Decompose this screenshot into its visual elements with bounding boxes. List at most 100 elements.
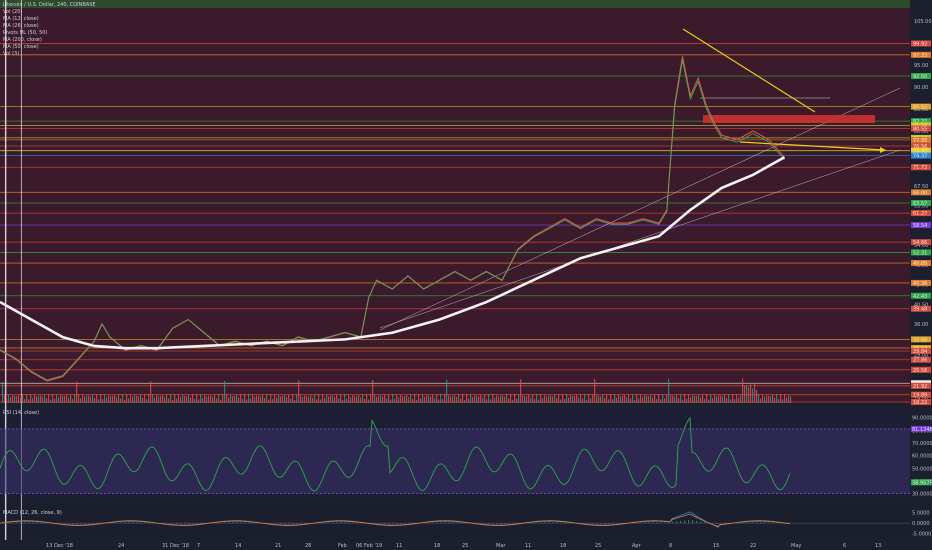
rsi-tick: 60.0000 (912, 454, 932, 460)
legend-title: Litecoin / U.S. Dollar, 240, COINBASE (3, 2, 96, 8)
volume-bar (4, 394, 6, 403)
macd-histogram-bar (548, 522, 550, 524)
legend-line-2[interactable]: MA (12, close) (3, 16, 39, 22)
legend-line-1[interactable]: Vol (20) (3, 9, 23, 15)
price-badge (911, 142, 931, 149)
macd-tick: -5.0000 (912, 532, 931, 538)
legend-line-6[interactable]: MA (50, close) (3, 44, 39, 50)
volume-bar (574, 395, 576, 403)
price-badge (911, 189, 931, 196)
rsi-badge-label: 81.1348 (912, 427, 932, 433)
legend-line-7[interactable]: Vol (3) (3, 51, 20, 57)
legend-line-3[interactable]: MA (26, close) (3, 23, 39, 29)
macd-histogram-bar (76, 523, 78, 524)
price-badge (911, 40, 931, 47)
volume-bar (462, 394, 464, 403)
price-badge (911, 249, 931, 256)
volume-bar (262, 394, 264, 403)
volume-bar (360, 397, 362, 403)
price-badge-label: 75.49 (913, 149, 927, 155)
rsi-badge-label: 38.9575 (912, 480, 932, 486)
legend-line-5[interactable]: MA (200, close) (3, 37, 42, 43)
volume-bar (560, 399, 562, 403)
volume-bar (734, 399, 736, 403)
volume-bar (136, 395, 138, 403)
volume-bar (338, 398, 340, 403)
volume-bar (402, 396, 404, 403)
volume-bar (624, 395, 626, 403)
volume-bar (442, 399, 444, 403)
macd-label[interactable]: MACD (12, 26, close, 9) (3, 510, 62, 516)
volume-bar (724, 394, 726, 403)
volume-bar (740, 394, 742, 403)
macd-histogram-bar (560, 522, 562, 524)
volume-bar (670, 395, 672, 403)
price-badge (911, 336, 931, 343)
volume-bar (570, 394, 572, 403)
volume-bar (358, 394, 360, 403)
volume-bar (150, 381, 152, 403)
volume-bar (54, 398, 56, 403)
volume-bar (722, 396, 724, 403)
volume-bar (434, 397, 436, 403)
macd-histogram-bar (80, 523, 82, 524)
price-tick: 36.00 (914, 322, 928, 328)
volume-bar (308, 396, 310, 403)
macd-histogram-bar (504, 523, 506, 524)
volume-bar (768, 395, 770, 403)
macd-histogram-bar (492, 523, 494, 524)
volume-bar (398, 397, 400, 403)
volume-bar (202, 397, 204, 403)
volume-bar (468, 398, 470, 403)
volume-bar (652, 397, 654, 403)
volume-bar (66, 394, 68, 403)
volume-bar (280, 396, 282, 403)
macd-histogram-bar (452, 522, 454, 524)
price-badge (911, 222, 931, 229)
volume-bar (692, 395, 694, 403)
volume-bar (382, 396, 384, 403)
volume-bar (494, 397, 496, 403)
macd-histogram-bar (28, 522, 30, 524)
macd-histogram-bar (352, 522, 354, 524)
volume-bar (288, 394, 290, 403)
volume-bar (276, 397, 278, 403)
volume-bar (666, 394, 668, 403)
volume-bar (678, 398, 680, 403)
volume-bar (148, 394, 150, 403)
volume-bar (174, 394, 176, 403)
rsi-label[interactable]: RSI (14, close) (3, 410, 40, 416)
price-tick: 63.00 (914, 204, 928, 210)
time-tick: 28 (305, 543, 311, 549)
volume-bar (588, 394, 590, 403)
macd-histogram-bar (176, 523, 178, 524)
volume-bar (638, 398, 640, 403)
volume-bar (256, 395, 258, 403)
macd-histogram-bar (756, 522, 758, 524)
macd-histogram-bar (72, 523, 74, 524)
volume-bar (606, 394, 608, 403)
macd-pane (0, 511, 910, 528)
volume-bar (90, 396, 92, 403)
volume-bar (260, 396, 262, 403)
volume-bar (302, 396, 304, 403)
volume-bar (488, 394, 490, 403)
volume-bar (586, 399, 588, 403)
macd-histogram-bar (84, 523, 86, 524)
volume-bar (52, 394, 54, 403)
macd-histogram-bar (600, 523, 602, 524)
volume-bar (132, 396, 134, 403)
volume-bar (84, 396, 86, 403)
macd-histogram-bar (68, 523, 70, 524)
time-tick: 22 (750, 543, 756, 549)
macd-histogram-bar (496, 523, 498, 524)
volume-bar (6, 398, 8, 403)
volume-bar (746, 385, 748, 403)
volume-bar (644, 395, 646, 403)
volume-bar (578, 397, 580, 403)
volume-bar (654, 394, 656, 403)
volume-bar (766, 395, 768, 403)
volume-bar (458, 394, 460, 403)
legend-line-4[interactable]: Pivots HL (50, 50) (3, 30, 48, 36)
